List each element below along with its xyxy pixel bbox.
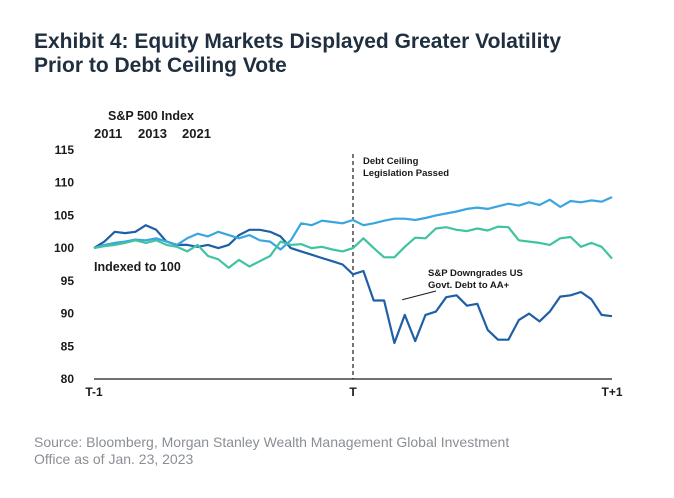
y-tick-label: 85 bbox=[61, 339, 75, 353]
y-tick-label: 115 bbox=[55, 143, 75, 157]
x-tick-label: T+1 bbox=[601, 385, 622, 399]
y-tick-label: 100 bbox=[54, 241, 74, 255]
source-note-line-2: Office as of Jan. 23, 2023 bbox=[34, 451, 194, 467]
y-tick-label: 80 bbox=[61, 372, 75, 386]
downgrade-annotation: S&P Downgrades US Govt. Debt to AA+ bbox=[402, 268, 523, 301]
y-axis: 115 110 105 100 95 90 85 80 bbox=[54, 143, 74, 386]
x-tick-label: T bbox=[349, 385, 357, 399]
debt-ceiling-annotation: Debt Ceiling Legislation Passed bbox=[363, 156, 449, 179]
legend-item-2021: 2021 bbox=[182, 126, 211, 141]
source-note-line-1: Source: Bloomberg, Morgan Stanley Wealth… bbox=[34, 434, 510, 450]
line-chart: S&P 500 Index 2011 2013 2021 115 110 105 10… bbox=[54, 109, 623, 399]
chart-title-line-1: Exhibit 4: Equity Markets Displayed Grea… bbox=[34, 30, 562, 53]
series-line-2011 bbox=[93, 224, 613, 345]
legend-item-2013: 2013 bbox=[138, 126, 167, 141]
series-line-2021 bbox=[93, 225, 613, 269]
x-axis: T-1 T T+1 bbox=[85, 385, 623, 399]
source-note: Source: Bloomberg, Morgan Stanley Wealth… bbox=[34, 434, 654, 468]
chart-title-line-2: Prior to Debt Ceiling Vote bbox=[34, 54, 287, 77]
chart-title: Exhibit 4: Equity Markets Displayed Grea… bbox=[34, 30, 654, 78]
series-lines bbox=[93, 196, 613, 345]
y-axis-label: S&P 500 Index bbox=[108, 109, 194, 123]
x-tick-label: T-1 bbox=[85, 385, 103, 399]
y-tick-label: 95 bbox=[61, 274, 75, 288]
legend: 2011 2013 2021 bbox=[94, 126, 211, 141]
y-tick-label: 105 bbox=[54, 208, 74, 222]
downgrade-annotation-line-2: Govt. Debt to AA+ bbox=[428, 280, 510, 291]
debt-ceiling-annotation-line-2: Legislation Passed bbox=[363, 168, 449, 179]
y-tick-label: 110 bbox=[55, 176, 75, 190]
debt-ceiling-annotation-line-1: Debt Ceiling bbox=[363, 156, 419, 167]
legend-item-2011: 2011 bbox=[94, 126, 122, 141]
downgrade-annotation-line-1: S&P Downgrades US bbox=[428, 268, 523, 279]
y-tick-label: 90 bbox=[61, 307, 75, 321]
downgrade-annotation-leader bbox=[402, 290, 437, 301]
indexed-to-100-label: Indexed to 100 bbox=[94, 260, 181, 274]
series-line-2013 bbox=[93, 196, 613, 251]
